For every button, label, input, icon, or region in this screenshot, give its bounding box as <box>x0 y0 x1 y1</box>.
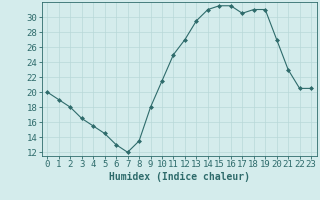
X-axis label: Humidex (Indice chaleur): Humidex (Indice chaleur) <box>109 172 250 182</box>
